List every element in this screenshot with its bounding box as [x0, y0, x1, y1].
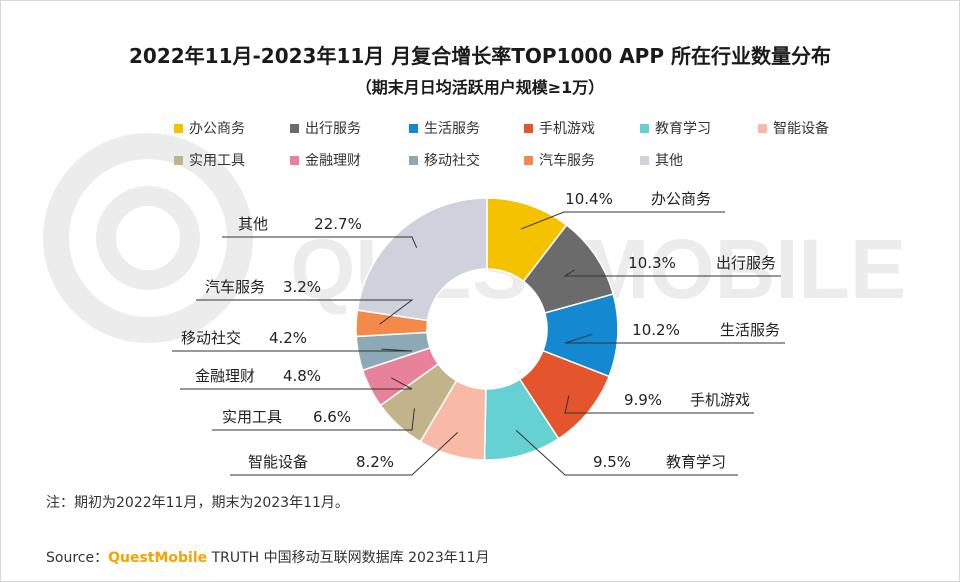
data-label: 4.2% — [269, 329, 307, 347]
data-label: 9.9% — [624, 391, 662, 409]
legend-swatch — [290, 155, 299, 165]
legend-item: 智能设备 — [758, 118, 829, 138]
legend-swatch — [640, 123, 649, 133]
category-label: 实用工具 — [222, 408, 282, 426]
data-label: 9.5% — [593, 453, 631, 471]
legend-label: 教育学习 — [655, 121, 711, 137]
category-label: 手机游戏 — [690, 391, 750, 409]
legend-label: 出行服务 — [305, 121, 361, 137]
leader-line — [172, 348, 413, 352]
legend-item: 出行服务 — [290, 118, 361, 138]
leader-line — [515, 430, 738, 476]
chart-subtitle: （期末月日均活跃用户规模≥1万） — [355, 78, 605, 97]
legend-swatch — [524, 155, 533, 165]
leader-line — [564, 395, 754, 414]
leader-line — [564, 333, 785, 344]
legend-label: 汽车服务 — [539, 153, 595, 169]
legend-item: 生活服务 — [409, 118, 480, 138]
leader-line — [222, 236, 418, 248]
category-label: 其他 — [238, 215, 268, 233]
legend-item: 其他 — [640, 150, 683, 170]
legend-label: 生活服务 — [424, 121, 480, 137]
legend-item: 办公商务 — [174, 118, 245, 138]
data-label: 10.4% — [565, 190, 613, 208]
category-label: 汽车服务 — [205, 278, 265, 296]
legend-label: 智能设备 — [773, 121, 829, 137]
source-line: Source：QuestMobile TRUTH 中国移动互联网数据库 2023… — [46, 547, 490, 567]
legend-item: 实用工具 — [174, 150, 245, 170]
data-label: 3.2% — [283, 278, 321, 296]
watermark-logo-ring-outer — [43, 133, 253, 343]
legend-item: 手机游戏 — [524, 118, 595, 138]
legend-swatch — [409, 155, 418, 165]
leader-line — [563, 269, 781, 277]
legend-item: 教育学习 — [640, 118, 711, 138]
watermark-logo-ring-inner — [96, 186, 200, 290]
data-label: 10.3% — [628, 254, 676, 272]
legend-label: 办公商务 — [189, 121, 245, 137]
data-label: 10.2% — [632, 321, 680, 339]
chart-title: 2022年11月-2023年11月 月复合增长率TOP1000 APP 所在行业… — [129, 44, 831, 68]
legend-label: 手机游戏 — [539, 121, 595, 137]
category-label: 金融理财 — [195, 367, 255, 385]
legend-swatch — [524, 123, 533, 133]
leader-line — [212, 408, 415, 431]
data-label: 22.7% — [314, 215, 362, 233]
source-suffix: TRUTH 中国移动互联网数据库 2023年11月 — [207, 550, 490, 566]
data-label: 4.8% — [283, 367, 321, 385]
leader-line — [520, 211, 725, 230]
leader-line — [196, 299, 414, 325]
leader-line — [180, 377, 413, 390]
footnote: 注：期初为2022年11月，期末为2023年11月。 — [46, 495, 349, 511]
category-label: 教育学习 — [666, 453, 726, 471]
legend-item: 金融理财 — [290, 150, 361, 170]
legend-swatch — [758, 123, 767, 133]
legend-item: 汽车服务 — [524, 150, 595, 170]
leader-line — [230, 432, 458, 476]
category-label: 移动社交 — [181, 329, 241, 347]
data-label: 6.6% — [313, 408, 351, 426]
legend-label: 金融理财 — [305, 153, 361, 169]
data-label: 8.2% — [356, 453, 394, 471]
legend-swatch — [409, 123, 418, 133]
legend-swatch — [640, 155, 649, 165]
legend-swatch — [174, 155, 183, 165]
category-label: 办公商务 — [651, 190, 711, 208]
legend-label: 实用工具 — [189, 153, 245, 169]
category-label: 智能设备 — [248, 453, 308, 471]
category-label: 生活服务 — [720, 321, 780, 339]
legend-swatch — [290, 123, 299, 133]
donut-slice — [356, 197, 488, 322]
category-label: 出行服务 — [716, 254, 776, 272]
legend-item: 移动社交 — [409, 150, 480, 170]
legend-swatch — [174, 123, 183, 133]
source-brand: QuestMobile — [108, 550, 208, 566]
legend-label: 其他 — [655, 153, 683, 169]
legend-label: 移动社交 — [424, 153, 480, 169]
source-prefix: Source： — [46, 550, 109, 566]
